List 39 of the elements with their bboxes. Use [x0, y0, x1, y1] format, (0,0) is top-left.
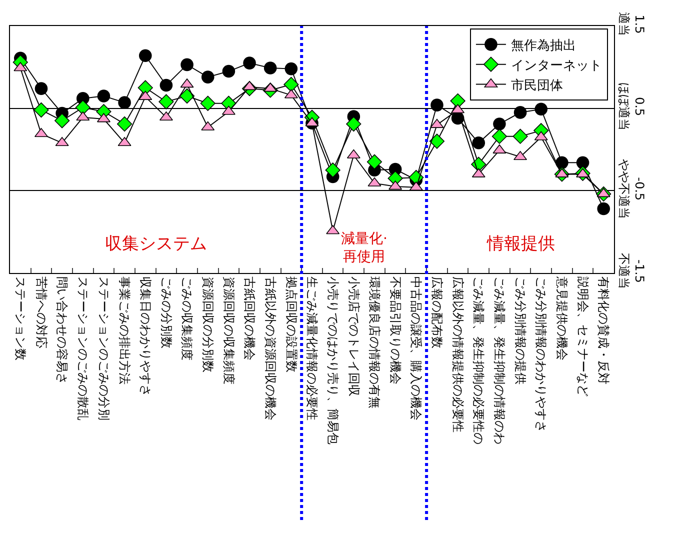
y-tick-label: -0.5 やや不適当	[616, 158, 646, 219]
x-tick-label: 資源回収の収集頻度	[222, 276, 236, 384]
legend-label: 無作為抽出	[510, 38, 576, 54]
x-tick-label: 古紙回収の機会	[242, 276, 257, 360]
x-tick-label: 広報の配布数	[430, 276, 444, 348]
x-tick-label: 資源回収の分別数	[200, 276, 215, 372]
legend-label: 市民団体	[510, 78, 563, 94]
x-tick-label: 小売りでのはかり売り、簡易包	[326, 276, 340, 444]
x-tick-label: 苦情への対応	[34, 276, 48, 348]
x-tick-label: ステーション数	[14, 276, 28, 360]
annotation: 情報提供	[486, 234, 555, 254]
x-tick-label: ごみ分別情報のわかりやすさ	[534, 276, 548, 432]
x-tick-label: 広報以外の情報提供の必要性	[450, 276, 465, 432]
x-tick-label: 不要品引取りの機会	[388, 276, 402, 384]
x-tick-label: 中古品の譲受、購入の機会	[409, 276, 424, 420]
x-tick-label: 環境優良店の情報の有無	[368, 276, 382, 408]
x-tick-label: ごみの分別数	[159, 276, 174, 348]
y-tick-label: 0.5 ほぼ適当	[616, 82, 646, 131]
x-tick-label: 有料化の賛成・反対	[596, 276, 611, 384]
x-tick-label: ステーションのごみの散乱	[76, 276, 90, 420]
x-tick-label: 拠点回収の設置数	[284, 276, 298, 372]
x-tick-label: 古紙以外の資源回収の機会	[263, 276, 278, 420]
x-tick-label: ごみ減量、発生抑制の必要性の	[472, 276, 486, 444]
x-tick-label: 小売店でのトレイ回収	[346, 276, 361, 396]
x-tick-label: 問い合わせの容易さ	[55, 276, 70, 384]
legend-label: インターネット	[510, 58, 602, 74]
x-tick-label: ステーションのごみの分別	[96, 276, 111, 420]
annotation: 減量化· 再使用	[341, 231, 388, 266]
y-tick-label: -1.5 不適当	[616, 253, 646, 290]
x-tick-label: 説明会、セミナーなど	[576, 276, 590, 396]
annotation: 収集システム	[105, 234, 207, 254]
x-tick-label: ごみの収集頻度	[180, 276, 194, 360]
x-tick-label: 意見提供の機会	[555, 275, 570, 360]
x-tick-label: ごみ分別情報の提供	[513, 276, 528, 384]
x-tick-label: ごみ減量、発生抑制の情報のわ	[492, 276, 507, 444]
x-tick-label: 生ごみ減量化情報の必要性	[305, 276, 320, 420]
x-tick-label: 事業ごみの排出方法	[118, 276, 132, 384]
x-tick-label: 収集日のわかりやすさ	[138, 276, 152, 396]
y-tick-label: 1.5 適当	[616, 12, 646, 36]
